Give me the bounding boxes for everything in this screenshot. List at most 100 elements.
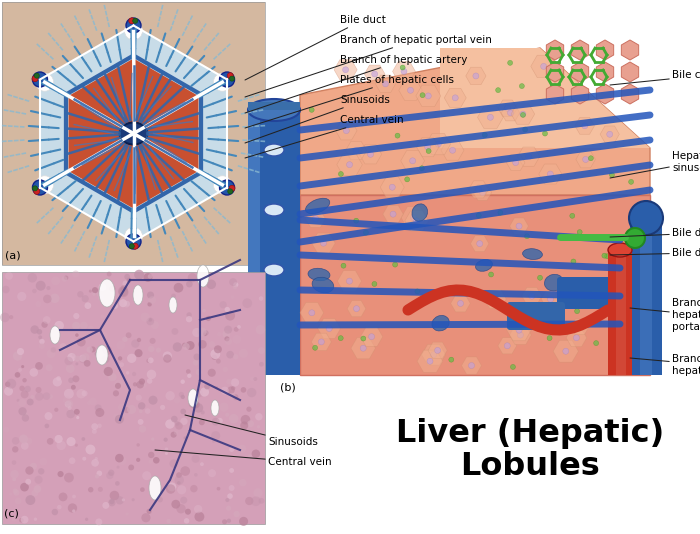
Polygon shape [506,154,525,170]
Circle shape [259,296,263,301]
Circle shape [400,65,405,70]
Bar [248,110,300,375]
Circle shape [76,363,78,365]
Circle shape [18,407,27,415]
Circle shape [228,387,234,394]
Ellipse shape [312,277,334,293]
Circle shape [425,144,430,150]
Circle shape [148,302,152,307]
Circle shape [234,511,239,517]
Polygon shape [451,295,470,312]
Circle shape [523,127,528,132]
Circle shape [407,87,414,93]
Circle shape [223,367,228,372]
Circle shape [94,404,101,411]
Circle shape [226,351,234,358]
Circle shape [22,412,27,417]
Circle shape [321,240,326,246]
Circle shape [512,160,519,166]
Circle shape [87,401,91,405]
Circle shape [430,352,437,358]
Circle shape [119,299,127,307]
Circle shape [139,410,143,413]
Circle shape [183,343,190,350]
Circle shape [30,395,34,399]
Circle shape [163,351,172,360]
Text: Branch of hepatic artery: Branch of hepatic artery [245,55,468,113]
Circle shape [25,479,31,485]
Circle shape [116,466,120,469]
Text: (a): (a) [5,250,20,260]
Circle shape [64,389,74,399]
Circle shape [504,343,510,349]
Circle shape [342,67,349,73]
Text: Plates of hepatic cells: Plates of hepatic cells [245,75,454,128]
Circle shape [139,425,146,433]
Circle shape [573,335,580,341]
Circle shape [224,326,232,334]
Circle shape [12,477,16,481]
Polygon shape [401,207,426,229]
Circle shape [79,356,87,363]
Circle shape [50,294,60,303]
Circle shape [36,176,54,194]
Circle shape [414,218,420,224]
Ellipse shape [120,122,148,145]
Circle shape [214,73,232,91]
Circle shape [60,343,66,350]
Circle shape [119,362,124,367]
Bar [248,110,260,375]
Circle shape [405,177,409,182]
Circle shape [620,356,626,363]
Circle shape [116,341,125,350]
Circle shape [126,234,141,249]
Circle shape [171,431,176,438]
Circle shape [241,415,251,425]
Circle shape [74,409,80,415]
Polygon shape [539,164,562,184]
Circle shape [410,158,416,164]
Circle shape [382,81,389,87]
Circle shape [156,348,161,352]
Circle shape [125,227,143,245]
Circle shape [125,512,129,515]
Circle shape [232,394,239,400]
Circle shape [91,459,99,467]
Polygon shape [69,59,199,208]
Circle shape [194,505,202,513]
Circle shape [45,423,49,428]
Ellipse shape [169,297,177,313]
Ellipse shape [412,204,428,221]
Circle shape [25,386,31,392]
Circle shape [187,374,192,378]
Circle shape [109,499,114,504]
Circle shape [15,498,22,504]
Circle shape [563,348,569,354]
Circle shape [32,490,38,497]
Polygon shape [461,357,482,374]
Circle shape [174,397,180,404]
Circle shape [230,76,235,81]
Circle shape [89,289,92,293]
Circle shape [346,162,353,168]
Circle shape [257,425,260,428]
Circle shape [181,380,185,384]
Circle shape [72,375,79,382]
Ellipse shape [99,279,115,307]
Polygon shape [566,329,587,347]
Circle shape [57,441,66,450]
Circle shape [240,421,248,429]
Circle shape [77,291,83,297]
Circle shape [538,275,542,280]
Circle shape [29,368,38,376]
Circle shape [87,347,93,353]
Circle shape [69,458,76,464]
Circle shape [354,305,360,312]
Polygon shape [428,342,447,359]
Ellipse shape [50,326,60,344]
Circle shape [212,440,215,443]
Circle shape [181,395,185,399]
Circle shape [626,322,631,327]
Circle shape [326,326,332,332]
Text: Bile duct: Bile duct [245,15,386,80]
